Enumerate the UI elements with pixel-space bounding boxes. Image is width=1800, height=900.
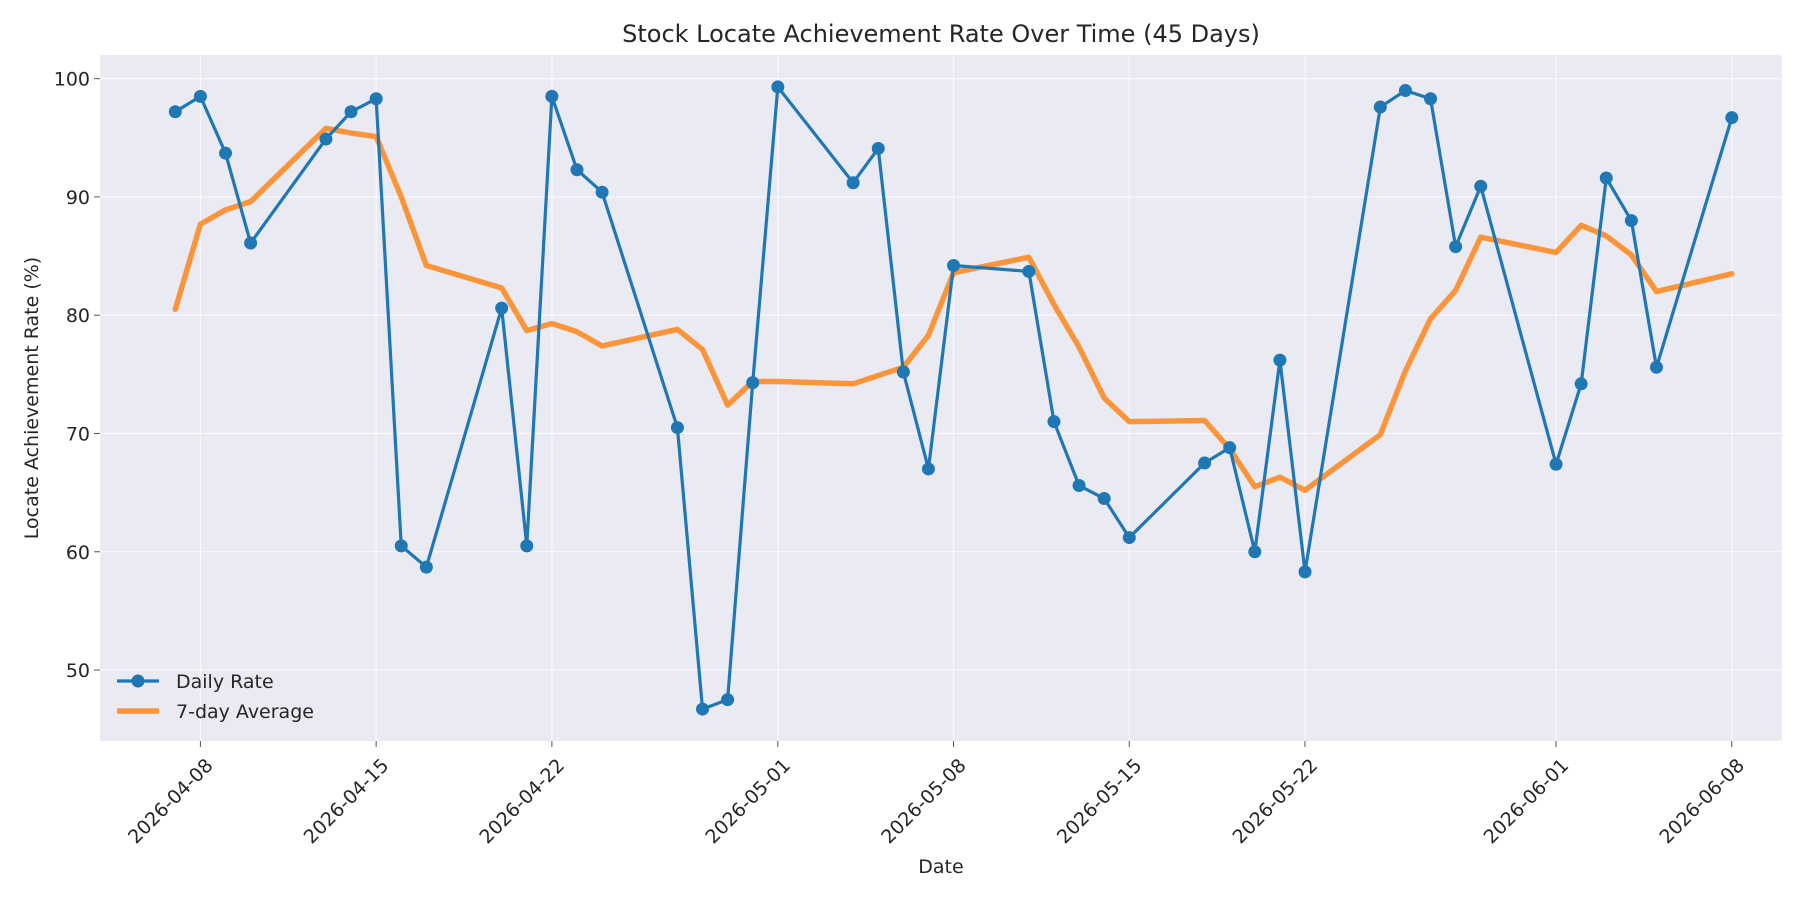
x-tick-label: 2026-04-15 [300, 755, 394, 849]
y-tick-label: 100 [54, 69, 90, 91]
y-tick-label: 50 [66, 660, 90, 682]
data-point-daily-rate [1649, 360, 1663, 374]
data-point-daily-rate [595, 185, 609, 199]
data-point-daily-rate [1122, 531, 1136, 545]
data-point-daily-rate [746, 376, 760, 390]
data-point-daily-rate [570, 163, 584, 177]
data-point-daily-rate [670, 421, 684, 435]
data-point-daily-rate [394, 539, 408, 553]
data-point-daily-rate [871, 141, 885, 155]
data-point-daily-rate [1424, 92, 1438, 106]
data-point-daily-rate [1449, 240, 1463, 254]
chart-title: Stock Locate Achievement Rate Over Time … [622, 20, 1260, 48]
data-point-daily-rate [1549, 457, 1563, 471]
data-point-daily-rate [696, 702, 710, 716]
y-axis-label: Locate Achievement Rate (%) [21, 257, 43, 539]
x-tick-label: 2026-06-01 [1480, 755, 1574, 849]
data-point-daily-rate [1072, 479, 1086, 493]
x-tick-label: 2026-05-01 [701, 755, 795, 849]
y-tick-label: 80 [66, 305, 90, 327]
data-point-daily-rate [369, 92, 383, 106]
x-tick-label: 2026-05-15 [1053, 755, 1147, 849]
data-point-daily-rate [1373, 100, 1387, 114]
series-line-7-day-average [172, 125, 1735, 494]
data-point-daily-rate [319, 132, 333, 146]
y-tick-label: 60 [66, 542, 90, 564]
x-axis-label: Date [918, 856, 963, 878]
legend-7-day-average-label: 7-day Average [176, 701, 314, 723]
data-point-daily-rate [244, 236, 258, 250]
data-point-daily-rate [545, 89, 559, 103]
data-point-daily-rate [495, 301, 509, 315]
data-point-daily-rate [193, 89, 207, 103]
data-point-daily-rate [947, 259, 961, 273]
legend-daily-rate-marker [131, 674, 145, 688]
data-point-daily-rate [846, 176, 860, 190]
data-point-daily-rate [1574, 377, 1588, 391]
data-point-daily-rate [771, 80, 785, 94]
y-tick-label: 70 [66, 423, 90, 445]
data-point-daily-rate [1047, 415, 1061, 429]
series-layer [168, 80, 1739, 716]
data-point-daily-rate [1298, 565, 1312, 579]
data-point-daily-rate [896, 365, 910, 379]
data-point-daily-rate [168, 105, 182, 119]
data-point-daily-rate [1223, 441, 1237, 455]
data-point-daily-rate [1097, 492, 1111, 506]
data-point-daily-rate [219, 146, 233, 160]
data-point-daily-rate [1725, 111, 1739, 125]
data-point-daily-rate [1599, 171, 1613, 185]
x-tick-label: 2026-05-22 [1229, 755, 1323, 849]
plot-area [100, 55, 1782, 741]
data-point-daily-rate [1273, 353, 1287, 367]
grid-lines [100, 55, 1782, 741]
data-point-daily-rate [721, 693, 735, 707]
x-tick-label: 2026-05-08 [877, 755, 971, 849]
data-point-daily-rate [1248, 545, 1262, 559]
data-point-daily-rate [1198, 456, 1212, 470]
legend-daily-rate-label: Daily Rate [176, 671, 274, 693]
x-tick-label: 2026-06-08 [1655, 755, 1749, 849]
data-point-daily-rate [1624, 214, 1638, 228]
legend: Daily Rate 7-day Average [117, 671, 314, 723]
y-tick-label: 90 [66, 187, 90, 209]
data-point-daily-rate [1398, 83, 1412, 97]
data-point-daily-rate [921, 462, 935, 476]
x-tick-label: 2026-04-22 [475, 755, 569, 849]
data-point-daily-rate [520, 539, 534, 553]
x-tick-label: 2026-04-08 [124, 755, 218, 849]
data-point-daily-rate [1022, 264, 1036, 278]
data-point-daily-rate [344, 105, 358, 119]
data-point-daily-rate [1474, 179, 1488, 193]
data-point-daily-rate [419, 560, 433, 574]
